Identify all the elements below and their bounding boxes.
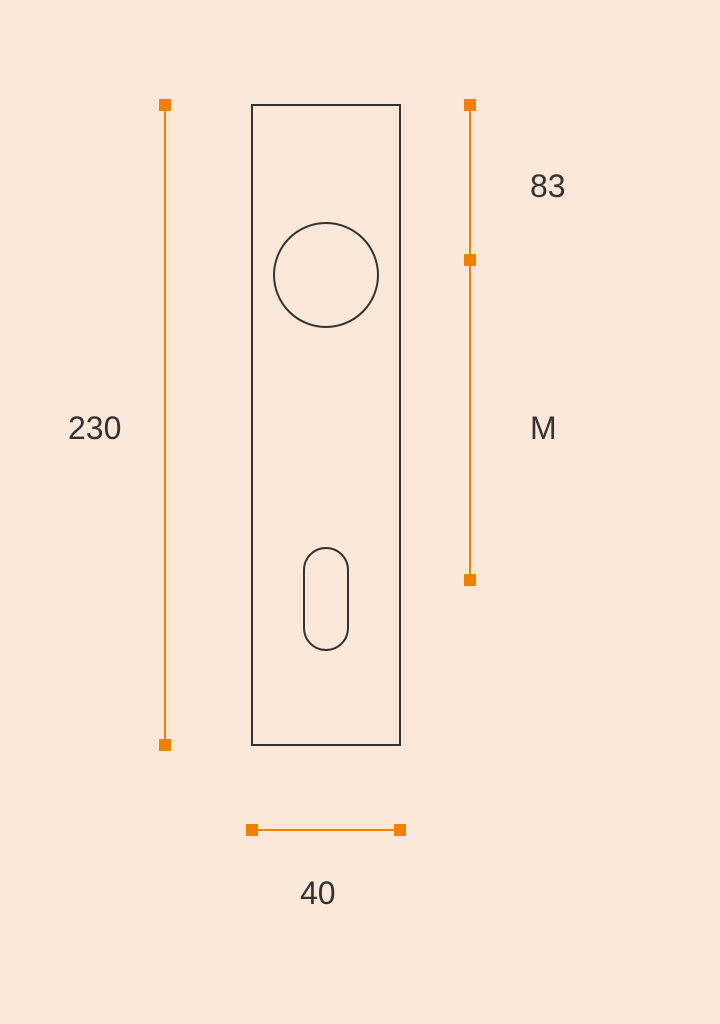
dimension-right-bottom <box>465 255 475 585</box>
keyhole-outline <box>304 548 348 650</box>
dimension-bottom <box>247 825 405 835</box>
dimension-label-83: 83 <box>530 168 566 205</box>
dimension-label-m: M <box>530 410 557 447</box>
dimension-right-top <box>465 100 475 265</box>
dimension-label-230: 230 <box>68 410 121 447</box>
technical-drawing <box>0 0 720 1024</box>
dimension-label-40: 40 <box>300 875 336 912</box>
knob-circle <box>274 223 378 327</box>
dimension-left <box>160 100 170 750</box>
